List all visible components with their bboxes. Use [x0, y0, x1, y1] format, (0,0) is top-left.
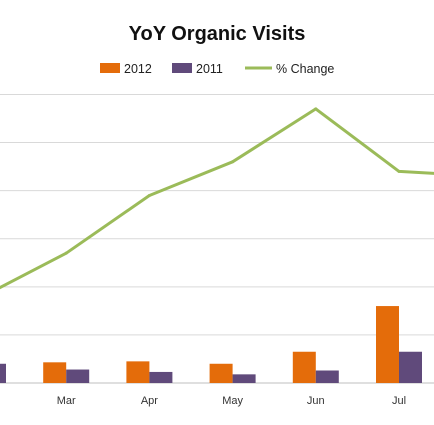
point-percent-change-may — [231, 160, 235, 164]
x-tick-label-jul: Jul — [392, 395, 406, 407]
bar-2012-apr — [126, 361, 150, 383]
bar-2011-jun — [315, 370, 339, 383]
x-tick-label-may: May — [222, 395, 243, 407]
x-tick-label-apr: Apr — [141, 395, 158, 407]
point-percent-change-jun — [314, 107, 318, 111]
bar-2011-feb — [0, 363, 6, 383]
bar-2011-mar — [66, 369, 90, 383]
point-percent-change-jul — [397, 169, 401, 173]
bar-2011-may — [232, 374, 256, 383]
legend-label-percent-change: % Change — [276, 62, 334, 76]
line-marks — [0, 107, 434, 290]
legend-label-2011: 2011 — [196, 62, 223, 76]
point-percent-change-mar — [64, 251, 68, 255]
bar-2012-jul — [376, 306, 399, 383]
x-tick-label-jun: Jun — [307, 395, 325, 407]
bar-2012-jun — [292, 351, 316, 383]
legend-swatch-2011 — [172, 63, 192, 73]
gridlines — [0, 93, 434, 384]
bar-marks — [0, 306, 422, 383]
x-axis-tick-labels: Mar Apr May Jun Jul — [57, 395, 406, 407]
x-tick-label-mar: Mar — [57, 395, 76, 407]
line-percent-change — [0, 107, 434, 290]
bar-2011-jul — [399, 351, 422, 383]
point-percent-change-apr — [147, 193, 151, 197]
legend: 2012 2011 % Change — [100, 62, 334, 76]
chart-title: YoY Organic Visits — [129, 23, 306, 45]
legend-label-2012: 2012 — [124, 62, 152, 76]
legend-swatch-2012 — [100, 63, 120, 73]
bar-2012-may — [209, 363, 233, 383]
bar-2012-mar — [43, 362, 67, 383]
bar-2011-apr — [149, 371, 173, 383]
